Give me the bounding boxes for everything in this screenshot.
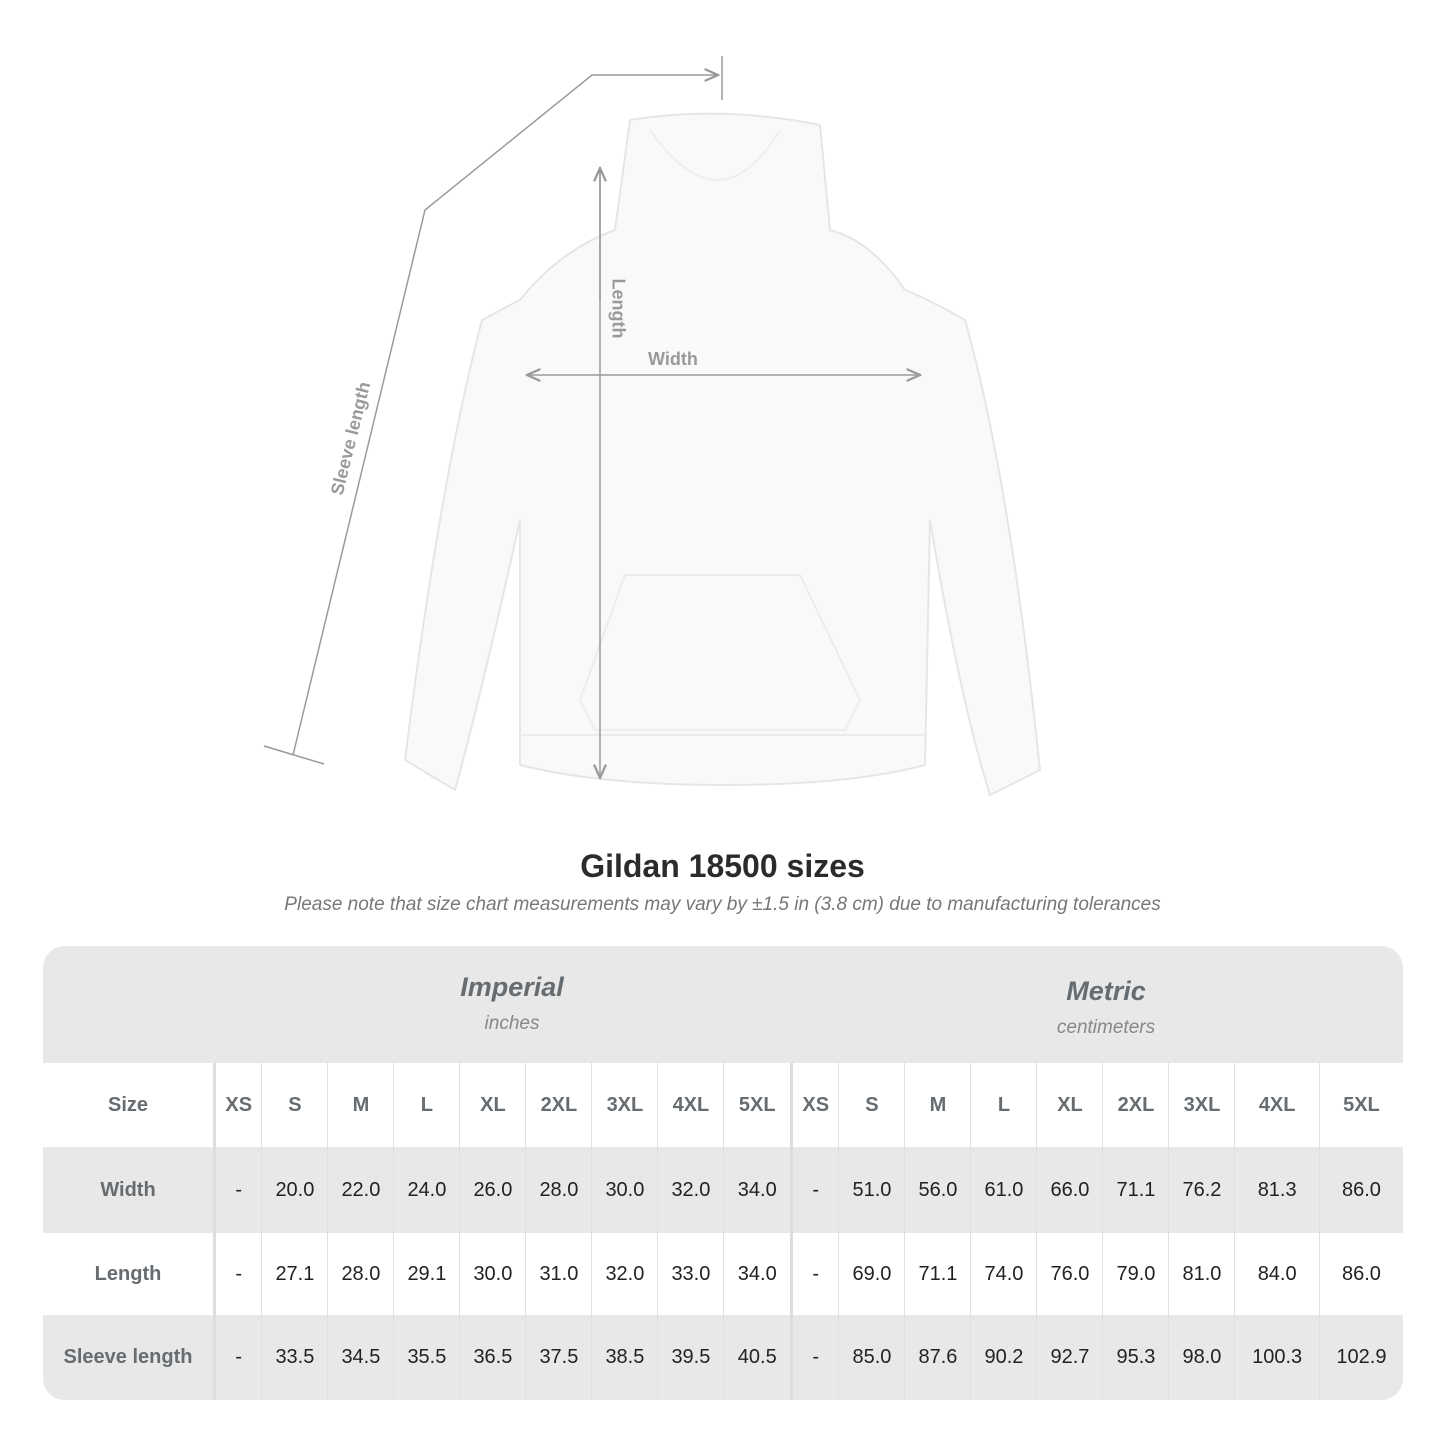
metric-value-cell: 71.1 [1102, 1147, 1169, 1233]
imperial-value-cell: 32.0 [591, 1233, 658, 1315]
imperial-size-header: 2XL [525, 1063, 592, 1147]
row-label: Length [43, 1233, 216, 1315]
hoodie-diagram [263, 56, 1042, 797]
measurement-lines [263, 56, 920, 778]
imperial-value-cell: 34.5 [327, 1315, 394, 1400]
table-row: Sleeve length -33.5 34.5 35.5 36.5 37.5 38.5 39… [43, 1315, 1403, 1400]
table-row: Length -27.1 28.0 29.1 30.0 31.0 32.0 33.0 34.0-… [43, 1233, 1403, 1315]
metric-value-cell: - [790, 1315, 839, 1400]
size-grid: Size XS S M L XL 2XL 3XL 4XL 5XL XS S M L XL 2XL 3XL 4XL 5… [43, 1063, 1403, 1400]
imperial-value-cell: 32.0 [657, 1147, 724, 1233]
imperial-value-cell: 33.0 [657, 1233, 724, 1315]
metric-header: Metric centimeters [809, 946, 1403, 1093]
imperial-size-header: 5XL [723, 1063, 792, 1147]
imperial-value-cell: 27.1 [261, 1233, 328, 1315]
metric-value-cell: 86.0 [1318, 1233, 1403, 1315]
imperial-value-cell: 38.5 [591, 1315, 658, 1400]
metric-value-cell: 102.9 [1318, 1315, 1403, 1400]
metric-value-cell: 98.0 [1168, 1315, 1235, 1400]
metric-value-cell: 81.0 [1168, 1233, 1235, 1315]
metric-value-cell: 74.0 [970, 1233, 1037, 1315]
width-label: Width [648, 349, 698, 369]
imperial-value-cell: 29.1 [393, 1233, 460, 1315]
metric-value-cell: 51.0 [838, 1147, 905, 1233]
metric-value-cell: 100.3 [1234, 1315, 1320, 1400]
table-row: Width -20.0 22.0 24.0 26.0 28.0 30.0 32.0 34.0-5… [43, 1147, 1403, 1233]
metric-size-header: XS [790, 1063, 839, 1147]
metric-value-cell: - [790, 1147, 839, 1233]
imperial-size-header: S [261, 1063, 328, 1147]
imperial-value-cell: 30.0 [459, 1233, 526, 1315]
size-chart-table: Imperial inches Metric centimeters Size X… [43, 946, 1403, 1400]
sleeve-length-line [292, 75, 718, 756]
imperial-value-cell: 22.0 [327, 1147, 394, 1233]
imperial-heading: Imperial [460, 972, 564, 1002]
imperial-value-cell: 33.5 [261, 1315, 328, 1400]
imperial-value-cell: 31.0 [525, 1233, 592, 1315]
page-title: Gildan 18500 sizes [580, 848, 865, 884]
imperial-value-cell: - [213, 1315, 262, 1400]
metric-value-cell: - [790, 1233, 839, 1315]
size-header-row: Size XS S M L XL 2XL 3XL 4XL 5XL XS S M L XL 2XL 3XL 4XL 5… [43, 1063, 1403, 1147]
metric-size-header: L [970, 1063, 1037, 1147]
metric-value-cell: 79.0 [1102, 1233, 1169, 1315]
metric-value-cell: 56.0 [904, 1147, 971, 1233]
imperial-value-cell: 28.0 [525, 1147, 592, 1233]
metric-value-cell: 76.0 [1036, 1233, 1103, 1315]
metric-size-header: 3XL [1168, 1063, 1235, 1147]
metric-value-cell: 92.7 [1036, 1315, 1103, 1400]
imperial-size-header: XL [459, 1063, 526, 1147]
metric-size-header: XL [1036, 1063, 1103, 1147]
metric-size-header: S [838, 1063, 905, 1147]
imperial-value-cell: 20.0 [261, 1147, 328, 1233]
metric-size-header: 2XL [1102, 1063, 1169, 1147]
imperial-value-cell: 30.0 [591, 1147, 658, 1233]
metric-value-cell: 69.0 [838, 1233, 905, 1315]
imperial-size-header: M [327, 1063, 394, 1147]
imperial-value-cell: 36.5 [459, 1315, 526, 1400]
imperial-value-cell: 28.0 [327, 1233, 394, 1315]
metric-size-header: 4XL [1234, 1063, 1320, 1147]
metric-value-cell: 66.0 [1036, 1147, 1103, 1233]
imperial-value-cell: 34.0 [723, 1233, 792, 1315]
tolerance-note: Please note that size chart measurements… [284, 894, 1161, 915]
imperial-value-cell: 37.5 [525, 1315, 592, 1400]
metric-heading: Metric [1066, 976, 1146, 1006]
metric-value-cell: 85.0 [838, 1315, 905, 1400]
metric-size-header: 5XL [1318, 1063, 1403, 1147]
metric-value-cell: 87.6 [904, 1315, 971, 1400]
metric-value-cell: 61.0 [970, 1147, 1037, 1233]
row-label: Sleeve length [43, 1315, 216, 1400]
imperial-size-header: 4XL [657, 1063, 724, 1147]
imperial-unit: inches [484, 1013, 540, 1034]
metric-value-cell: 76.2 [1168, 1147, 1235, 1233]
imperial-value-cell: 26.0 [459, 1147, 526, 1233]
imperial-size-header: XS [213, 1063, 262, 1147]
metric-unit: centimeters [1056, 1017, 1156, 1038]
hoodie-illustration [403, 112, 1042, 797]
metric-value-cell: 81.3 [1234, 1147, 1320, 1233]
imperial-size-header: L [393, 1063, 460, 1147]
size-label: Size [43, 1063, 216, 1147]
imperial-value-cell: - [213, 1233, 262, 1315]
imperial-size-header: 3XL [591, 1063, 658, 1147]
length-label: Length [608, 278, 629, 339]
imperial-value-cell: 40.5 [723, 1315, 792, 1400]
metric-value-cell: 90.2 [970, 1315, 1037, 1400]
imperial-value-cell: 35.5 [393, 1315, 460, 1400]
imperial-value-cell: 39.5 [657, 1315, 724, 1400]
metric-value-cell: 84.0 [1234, 1233, 1320, 1315]
metric-value-cell: 95.3 [1102, 1315, 1169, 1400]
metric-size-header: M [904, 1063, 971, 1147]
metric-value-cell: 86.0 [1318, 1147, 1403, 1233]
row-label: Width [43, 1147, 216, 1233]
imperial-header: Imperial inches [215, 946, 809, 1089]
imperial-value-cell: - [213, 1147, 262, 1233]
metric-value-cell: 71.1 [904, 1233, 971, 1315]
imperial-value-cell: 24.0 [393, 1147, 460, 1233]
imperial-value-cell: 34.0 [723, 1147, 792, 1233]
